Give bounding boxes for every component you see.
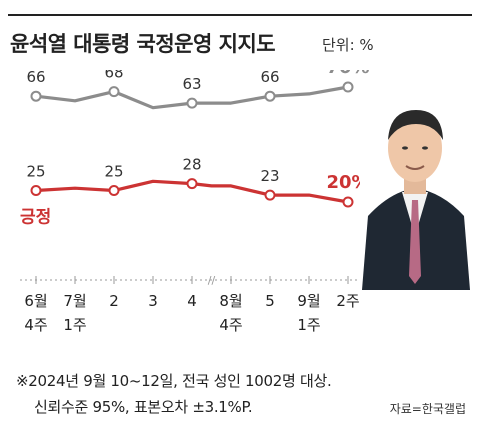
- x-tick-label-1: 7월: [63, 292, 86, 310]
- data-point-1-0: [30, 185, 42, 196]
- x-tick-label-6: 5: [265, 292, 275, 310]
- president-portrait-icon: [360, 96, 470, 290]
- x-tick-label-8: 2주: [336, 292, 359, 310]
- x-tick-label-2: 2: [109, 292, 119, 310]
- source-label: 자료=한국갤럽: [389, 402, 466, 416]
- data-label-1-4: 28: [182, 156, 201, 174]
- top-rule: [8, 14, 472, 16]
- data-label-0-0: 66: [26, 70, 45, 86]
- series-line-0: [35, 85, 349, 110]
- survey-note-line1: ※2024년 9월 10~12일, 전국 성인 1002명 대상.: [16, 372, 332, 390]
- data-label-1-9: 20%: [326, 172, 369, 193]
- data-point-1-2: [108, 185, 120, 196]
- data-point-0-7: [264, 90, 276, 102]
- data-point-1-7: [264, 189, 276, 201]
- data-point-0-2: [108, 86, 120, 98]
- x-tick-sublabel-7: 1주: [297, 316, 320, 334]
- x-tick-sublabel-5: 4주: [219, 316, 242, 334]
- survey-note-line2: 신뢰수준 95%, 표본오차 ±3.1%P.: [34, 398, 253, 416]
- data-point-1-4: [186, 178, 198, 190]
- x-tick-label-0: 6월: [24, 292, 47, 310]
- x-tick-sublabel-1: 1주: [63, 316, 86, 334]
- data-label-1-2: 25: [104, 163, 123, 181]
- data-point-0-4: [186, 97, 198, 109]
- unit-label: 단위: %: [322, 36, 374, 54]
- data-label-1-7: 23: [260, 167, 279, 185]
- series-line-1: [35, 179, 349, 204]
- data-label-0-2: 68: [104, 70, 123, 82]
- data-point-0-0: [30, 90, 42, 102]
- series-label-1: 긍정: [20, 208, 51, 228]
- approval-line-chart: 부정긍정6668636670%2525282320%//6월4주7월1주2348…: [20, 70, 370, 334]
- x-tick-sublabel-0: 4주: [24, 316, 47, 334]
- data-label-0-4: 63: [182, 75, 201, 93]
- chart-title: 윤석열 대통령 국정운영 지지도: [10, 32, 276, 56]
- x-tick-label-4: 4: [187, 292, 197, 310]
- data-label-0-9: 70%: [326, 70, 369, 78]
- x-tick-label-5: 8월: [219, 292, 242, 310]
- x-tick-label-7: 9월: [297, 292, 320, 310]
- data-label-0-7: 66: [260, 70, 279, 86]
- data-point-0-9: [342, 81, 354, 93]
- data-point-1-9: [342, 196, 354, 208]
- x-tick-label-3: 3: [148, 292, 158, 310]
- data-label-1-0: 25: [26, 163, 45, 181]
- axis-break-mark: //: [208, 274, 216, 287]
